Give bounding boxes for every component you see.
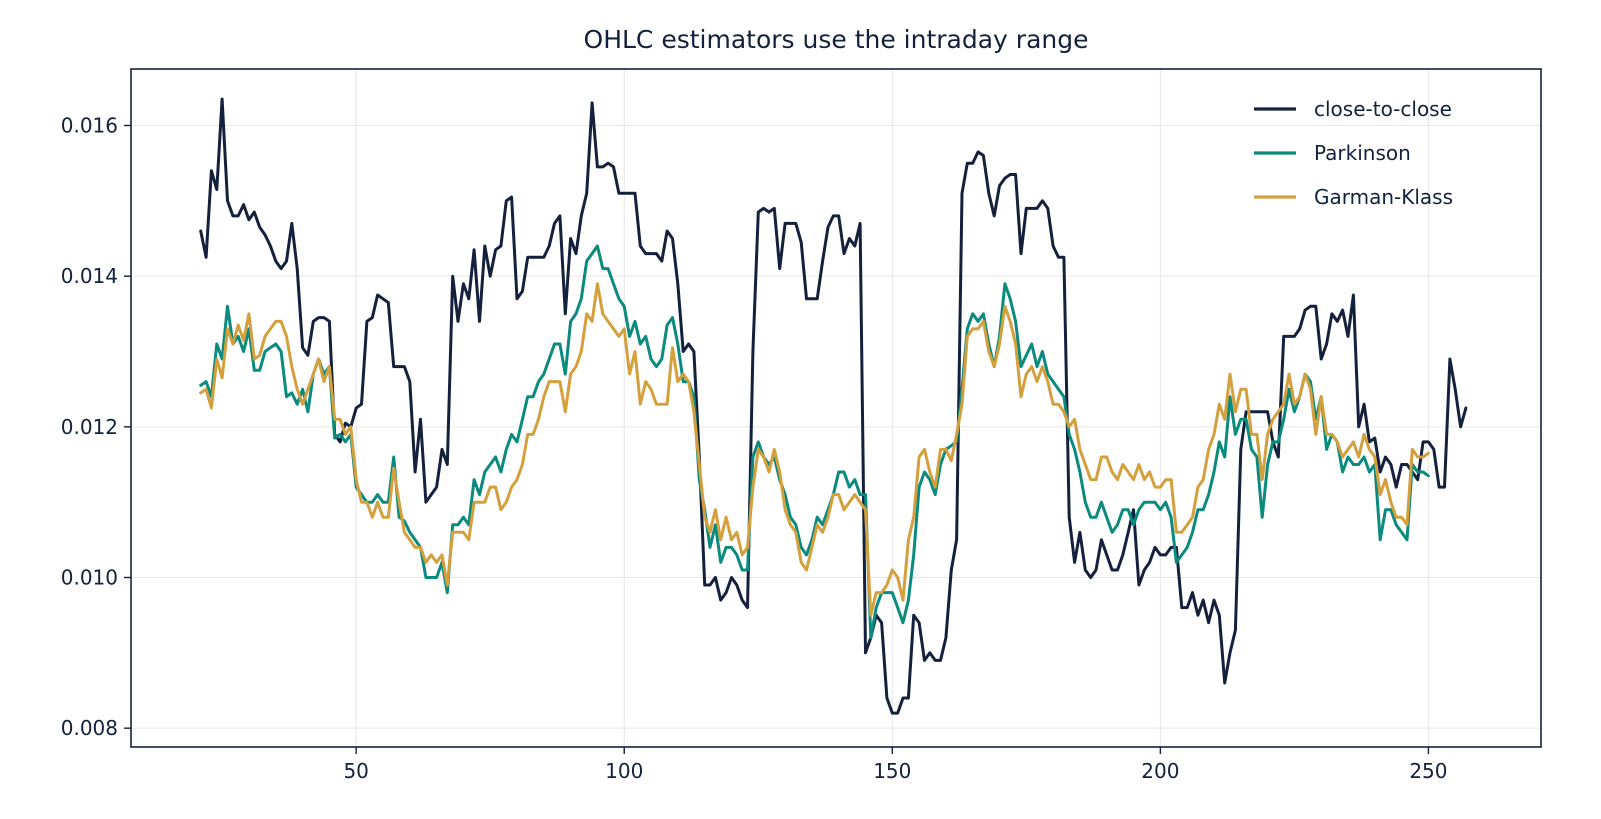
chart-title: OHLC estimators use the intraday range	[584, 25, 1089, 54]
y-tick-label: 0.008	[61, 716, 118, 740]
y-tick-label: 0.016	[61, 114, 118, 138]
series-line-parkinson	[199, 244, 1430, 640]
legend-label-close-to-close: close-to-close	[1314, 97, 1452, 121]
series-layer	[199, 97, 1468, 715]
x-tick-label: 50	[343, 759, 368, 783]
x-tick-label: 150	[873, 759, 911, 783]
y-tick-label: 0.014	[61, 264, 118, 288]
x-tick-label: 250	[1409, 759, 1447, 783]
y-tick-label: 0.010	[61, 566, 118, 590]
legend-label-garman-klass: Garman-Klass	[1314, 185, 1453, 209]
series-line-close-to-close	[199, 97, 1468, 715]
y-tick-label: 0.012	[61, 415, 118, 439]
gridlines	[131, 69, 1541, 747]
plot-frame	[130, 68, 1542, 748]
legend: close-to-close Parkinson Garman-Klass	[1254, 97, 1453, 209]
axis-ticks: 50 100 150 200 250 0.008 0.010 0.012 0.014 0.016	[61, 114, 1448, 784]
x-tick-label: 200	[1141, 759, 1179, 783]
x-tick-label: 100	[605, 759, 643, 783]
legend-label-parkinson: Parkinson	[1314, 141, 1411, 165]
series-line-garman-klass	[199, 282, 1430, 617]
